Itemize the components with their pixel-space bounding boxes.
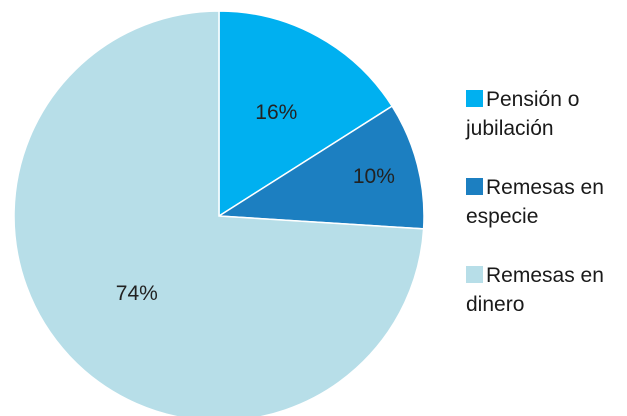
pie-data-label-3: 74% (116, 282, 158, 305)
legend-swatch-2 (466, 178, 483, 195)
pie-slice-2 (216, 105, 425, 230)
legend-item-2: Remesas en especie (466, 176, 604, 228)
pie-data-label-1: 16% (255, 101, 297, 124)
legend-swatch-1 (466, 90, 483, 107)
pie-data-label-2: 10% (353, 165, 395, 188)
legend-label-2: Remesas en especie (466, 176, 604, 228)
legend-swatch-3 (466, 266, 483, 283)
pie-slice-3 (13, 10, 425, 416)
legend: Pensión o jubilación Remesas en especie Reme… (465, 88, 604, 316)
legend-item-3: Remesas en dinero (466, 264, 604, 316)
legend-label-1: Pensión o jubilación (465, 88, 579, 140)
legend-label-3: Remesas en dinero (466, 264, 604, 316)
pie-slices (13, 10, 425, 416)
legend-item-1: Pensión o jubilación (465, 88, 579, 140)
pie-slice-1 (218, 10, 394, 218)
pie-data-labels: 16% 10% 74% (116, 101, 395, 305)
